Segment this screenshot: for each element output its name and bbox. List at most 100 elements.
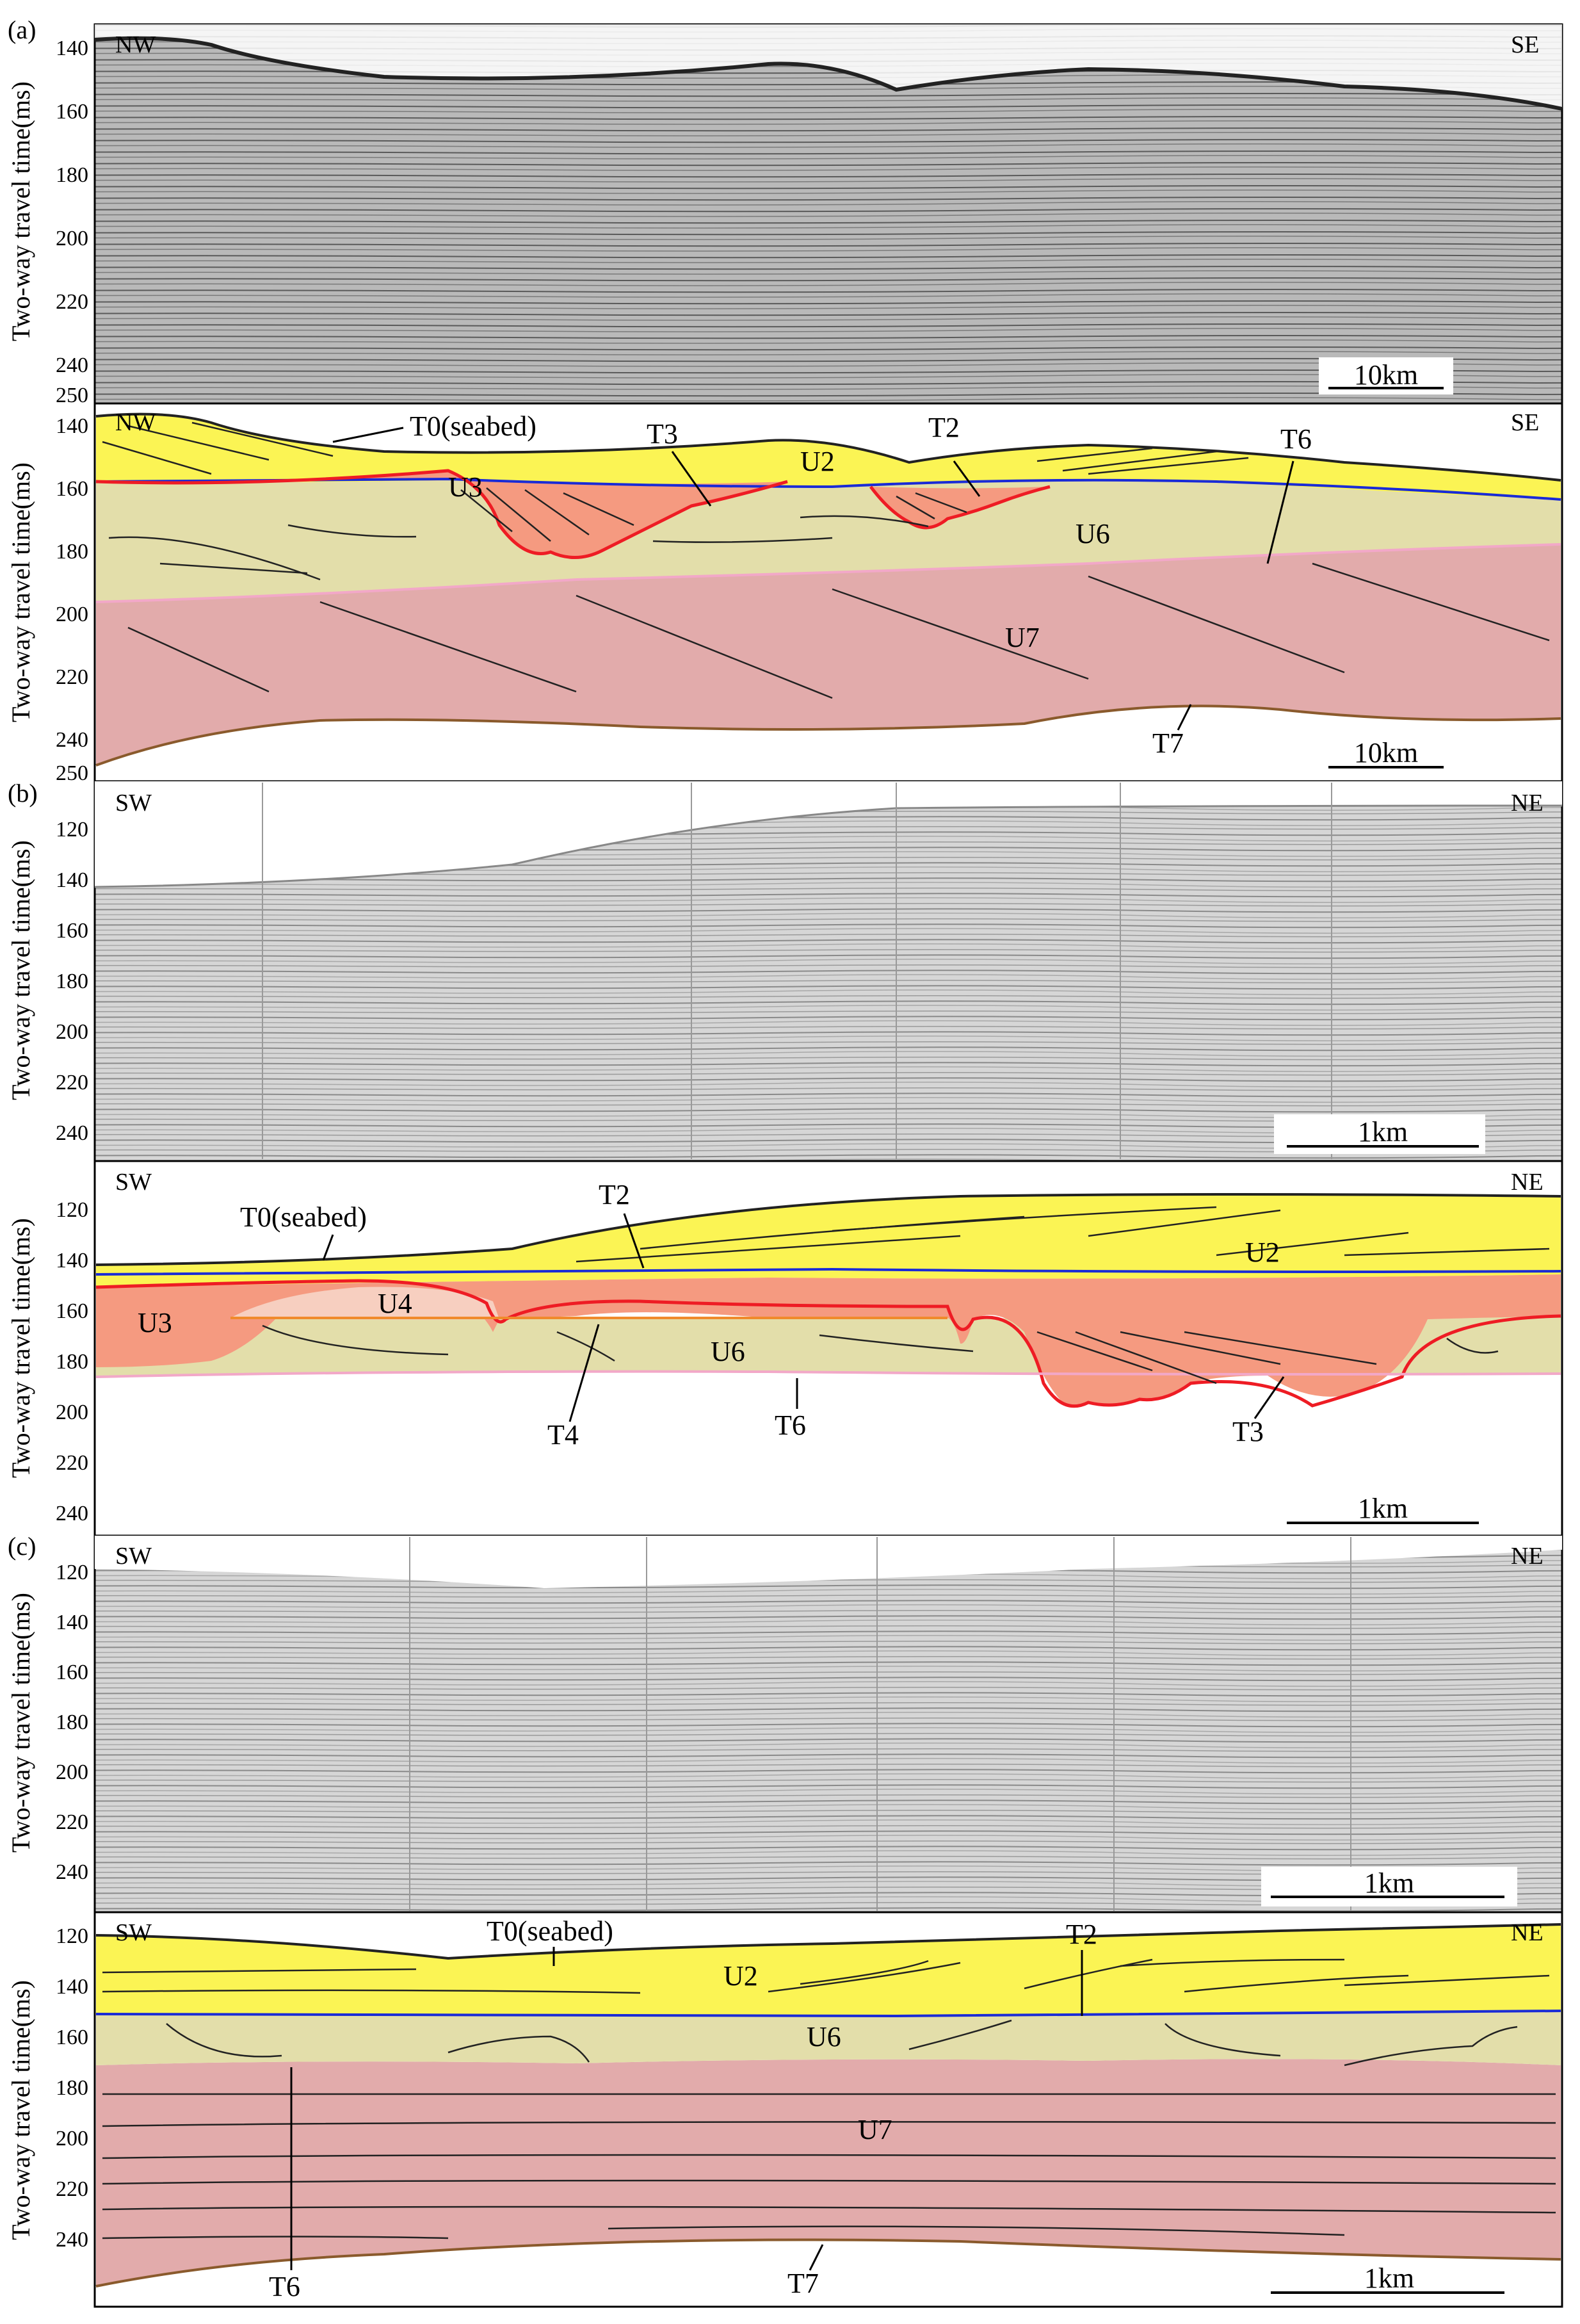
t3-line bbox=[95, 1279, 1561, 1408]
t7-line bbox=[95, 704, 1561, 767]
tick-label: 220 bbox=[56, 1451, 88, 1475]
t2-line bbox=[95, 1267, 1561, 1276]
label-t0: T0(seabed) bbox=[410, 410, 536, 442]
y-axis-label: Two-way travel time(ms) bbox=[6, 1593, 35, 1853]
tick-label: 140 bbox=[56, 1611, 88, 1634]
unit-u2 bbox=[96, 1194, 1561, 1287]
tick-label: 160 bbox=[56, 100, 88, 124]
t3-line bbox=[869, 485, 1051, 530]
panel-b-interpretation: SW NE T0(seabed) T2 U2 U3 U4 U6 T4 T6 T3… bbox=[56, 1160, 1563, 1537]
seabed-line bbox=[95, 1193, 1561, 1266]
tick-label: 180 bbox=[56, 2076, 88, 2100]
unit-u4 bbox=[230, 1287, 499, 1320]
y-ticks: 120 140 160 180 200 220 240 bbox=[56, 818, 88, 1145]
tick-label: 200 bbox=[56, 1401, 88, 1424]
y-axis-label: Two-way travel time(ms) bbox=[6, 462, 35, 722]
tick-label: 250 bbox=[56, 384, 88, 407]
label-u2: U2 bbox=[1245, 1237, 1280, 1268]
scale-label: 1km bbox=[1358, 1493, 1408, 1524]
tick-label: 160 bbox=[56, 919, 88, 943]
direction-right: SE bbox=[1511, 409, 1539, 436]
tick-label: 220 bbox=[56, 2177, 88, 2201]
tick-label: 140 bbox=[56, 414, 88, 438]
label-u2: U2 bbox=[800, 446, 835, 477]
tick-label: 180 bbox=[56, 1350, 88, 1374]
label-u2: U2 bbox=[723, 1960, 758, 1992]
direction-right: NE bbox=[1511, 1169, 1544, 1196]
scale-label: 10km bbox=[1354, 359, 1418, 391]
grid-lines bbox=[262, 783, 1332, 1159]
label-t3: T3 bbox=[647, 418, 678, 450]
label-t6: T6 bbox=[775, 1410, 806, 1441]
tick-label: 160 bbox=[56, 2026, 88, 2049]
scale-bar: 1km bbox=[1261, 1867, 1517, 1906]
tick-label: 240 bbox=[56, 1121, 88, 1145]
tick-label: 220 bbox=[56, 290, 88, 314]
y-axis-label: Two-way travel time(ms) bbox=[6, 1980, 35, 2240]
unit-u6 bbox=[96, 2011, 1561, 2065]
label-t2: T2 bbox=[928, 412, 960, 443]
direction-right: NE bbox=[1511, 790, 1544, 817]
tick-label: 200 bbox=[56, 2127, 88, 2150]
tick-label: 200 bbox=[56, 603, 88, 626]
tick-label: 240 bbox=[56, 353, 88, 377]
label-t7: T7 bbox=[1152, 727, 1184, 759]
tick-label: 240 bbox=[56, 1502, 88, 1525]
label-u6: U6 bbox=[1076, 518, 1110, 549]
unit-u2 bbox=[96, 1924, 1561, 2016]
y-axis-label: Two-way travel time(ms) bbox=[6, 1218, 35, 1478]
direction-right: NE bbox=[1511, 1919, 1544, 1946]
tick-label: 200 bbox=[56, 1760, 88, 1784]
tick-label: 120 bbox=[56, 1924, 88, 1948]
tick-label: 240 bbox=[56, 1860, 88, 1884]
panel-b-label: (b) bbox=[8, 779, 38, 808]
internal-reflectors bbox=[102, 421, 1550, 699]
unit-u3 bbox=[871, 487, 1050, 528]
panel-a-interpretation: NW SE T0(seabed) T3 T2 T6 U3 U2 U6 U7 T7… bbox=[56, 402, 1563, 785]
tick-label: 250 bbox=[56, 761, 88, 785]
label-t0: T0(seabed) bbox=[240, 1201, 367, 1233]
direction-left: NW bbox=[115, 31, 156, 58]
y-axis-label: Two-way travel time(ms) bbox=[6, 81, 35, 341]
label-t4: T4 bbox=[547, 1419, 579, 1450]
tick-label: 180 bbox=[56, 540, 88, 564]
scale-label: 1km bbox=[1364, 1867, 1414, 1899]
y-ticks: 120 140 160 180 200 220 240 bbox=[56, 1561, 88, 1884]
panel-c-seismic: (c) SW NE 120 140 160 180 200 220 240 1k… bbox=[8, 1532, 1563, 1914]
tick-label: 200 bbox=[56, 227, 88, 250]
direction-left: SW bbox=[115, 790, 152, 817]
tick-label: 140 bbox=[56, 1249, 88, 1272]
direction-left: SW bbox=[115, 1919, 152, 1946]
panel-a-label: (a) bbox=[8, 15, 36, 44]
label-t6: T6 bbox=[269, 2271, 300, 2302]
scale-label: 10km bbox=[1354, 737, 1418, 768]
direction-left: NW bbox=[115, 409, 156, 436]
panel-b-seismic: (b) SW NE 120 140 160 180 200 220 240 1k… bbox=[8, 779, 1563, 1162]
t7-line bbox=[95, 2238, 1561, 2287]
tick-label: 120 bbox=[56, 1561, 88, 1584]
tick-label: 140 bbox=[56, 37, 88, 60]
scale-label: 1km bbox=[1364, 2263, 1414, 2294]
label-t6: T6 bbox=[1280, 423, 1312, 455]
unit-u3 bbox=[96, 471, 787, 558]
tick-label: 180 bbox=[56, 970, 88, 993]
y-ticks: 120 140 160 180 200 220 240 bbox=[56, 1198, 88, 1525]
label-u3: U3 bbox=[448, 471, 483, 503]
seabed-line bbox=[95, 412, 1561, 482]
label-t7: T7 bbox=[787, 2268, 819, 2299]
t2-line bbox=[95, 2010, 1561, 2018]
grid-lines bbox=[409, 1537, 1351, 1911]
label-t2: T2 bbox=[1066, 1919, 1097, 1950]
label-t3: T3 bbox=[1232, 1416, 1264, 1447]
panel-c-interpretation: SW NE T0(seabed) T2 U2 U6 U7 T6 T7 120 1… bbox=[56, 1911, 1563, 2308]
tick-label: 160 bbox=[56, 1299, 88, 1323]
label-u7: U7 bbox=[1005, 622, 1040, 653]
direction-left: SW bbox=[115, 1543, 152, 1570]
t3-line bbox=[95, 469, 788, 559]
tick-label: 240 bbox=[56, 728, 88, 752]
label-t2: T2 bbox=[599, 1179, 630, 1210]
direction-right: NE bbox=[1511, 1543, 1544, 1570]
label-t0: T0(seabed) bbox=[487, 1915, 613, 1947]
y-ticks: 120 140 160 180 200 220 240 bbox=[56, 1924, 88, 2252]
